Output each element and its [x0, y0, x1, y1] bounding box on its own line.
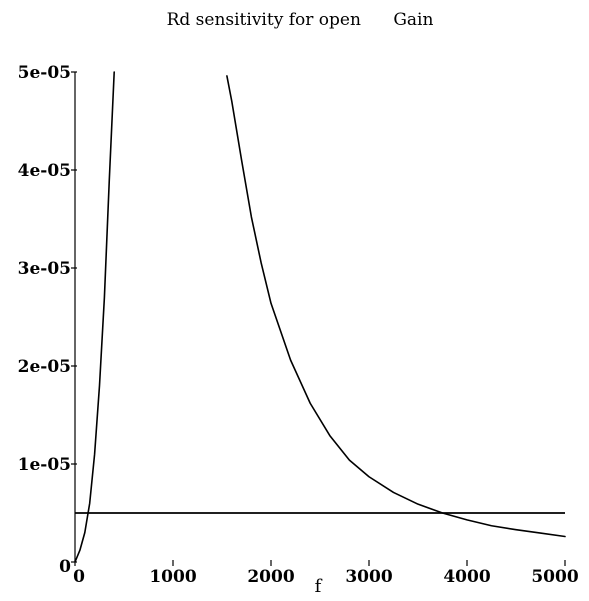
tick-layer: 0 1e-05 2e-05 3e-05 4e-05 5e-05 0 1000 2000 3000 4… — [18, 63, 579, 587]
series-layer — [74, 71, 566, 563]
x-tick-label: 5000 — [531, 567, 578, 587]
x-tick-label: 0 — [73, 567, 85, 587]
y-tick-label: 4e-05 — [18, 161, 71, 181]
series-line-1 — [74, 71, 115, 563]
x-tick-label: 1000 — [149, 567, 196, 587]
x-tick-label: 2000 — [247, 567, 294, 587]
series-line-2 — [226, 75, 566, 538]
y-tick-label: 2e-05 — [18, 357, 71, 377]
x-axis-label: f — [315, 576, 323, 596]
y-tick-label: 0 — [59, 557, 71, 577]
x-tick-label: 3000 — [345, 567, 392, 587]
y-tick-label: 3e-05 — [18, 259, 71, 279]
chart-title: Rd sensitivity for open Gain — [167, 10, 434, 30]
x-tick-label: 4000 — [443, 567, 490, 587]
y-tick-label: 1e-05 — [18, 455, 71, 475]
y-tick-label: 5e-05 — [18, 63, 71, 83]
